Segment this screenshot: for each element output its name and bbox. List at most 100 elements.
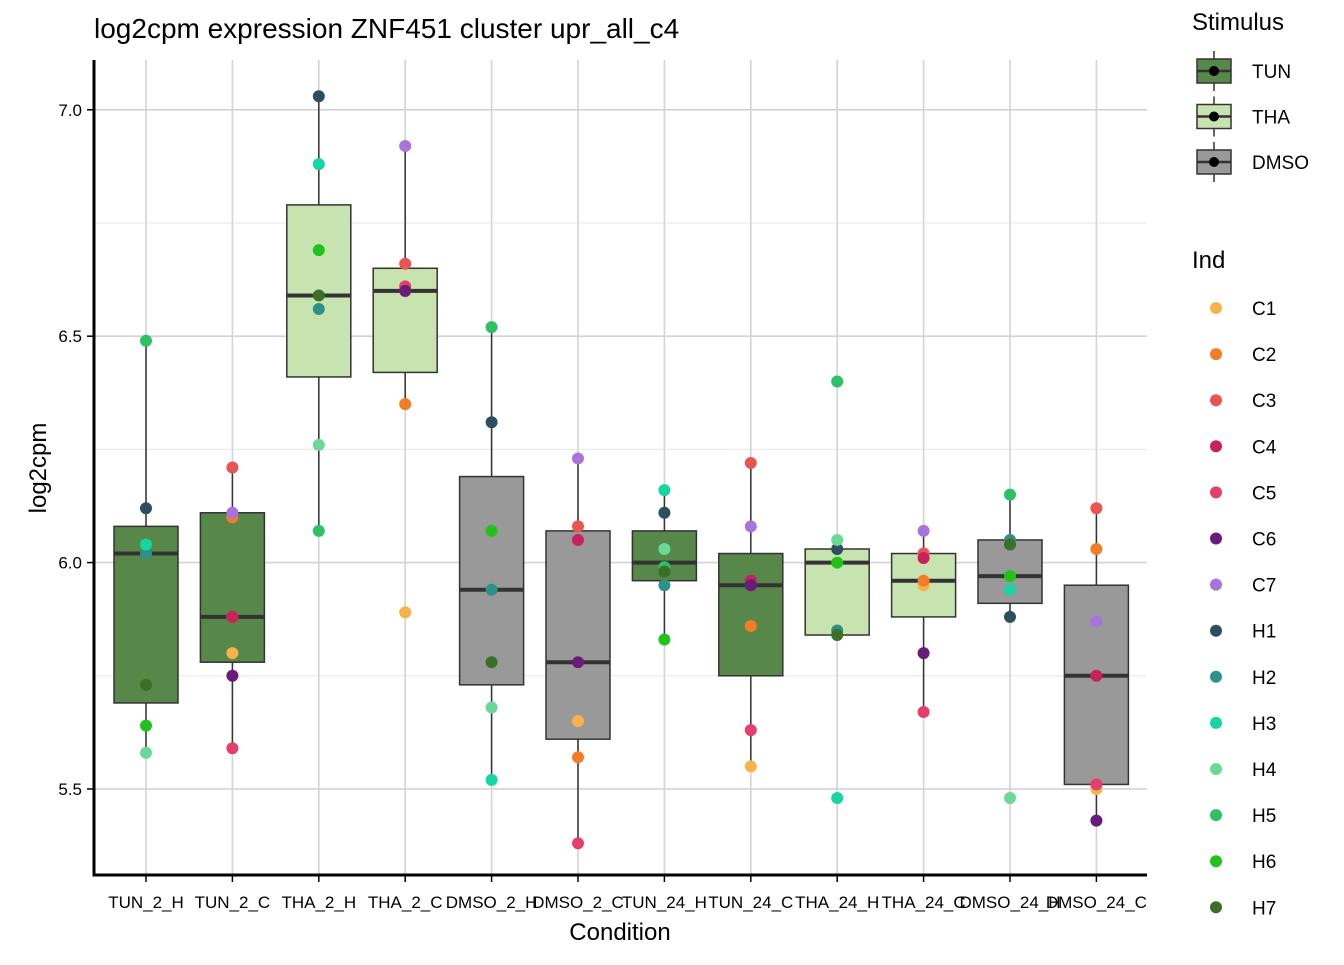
stimulus-legend-item: THA	[1196, 96, 1290, 137]
point-H6	[485, 524, 498, 537]
point-C3	[1090, 502, 1103, 515]
point-C4	[572, 533, 584, 546]
point-C1	[399, 606, 412, 619]
point-H1	[485, 416, 498, 429]
ind-legend-item: C7	[1210, 576, 1276, 597]
point-H1	[312, 90, 325, 103]
stimulus-legend-label: THA	[1252, 108, 1290, 129]
point-H6	[658, 633, 671, 646]
point-H5	[1004, 488, 1016, 501]
chart-title: log2cpm expression ZNF451 cluster upr_al…	[94, 13, 679, 44]
ind-legend-label: C4	[1252, 437, 1277, 458]
box-layer	[113, 96, 1130, 844]
y-tick-label: 7.0	[58, 101, 82, 120]
ind-legend-swatch	[1210, 486, 1222, 499]
point-C5	[917, 706, 930, 718]
ind-legend-item: H2	[1210, 668, 1276, 689]
point-C7	[1090, 615, 1103, 628]
x-tick-label: TUN_24_H	[622, 893, 707, 912]
ind-legend-item: H7	[1210, 898, 1276, 919]
ind-legend-swatch	[1210, 763, 1222, 775]
point-H5	[831, 375, 844, 388]
x-tick-label: THA_24_C	[882, 893, 966, 912]
point-C7	[399, 140, 412, 153]
ind-legend-item: H4	[1210, 760, 1277, 781]
legend-layer: Stimulus TUN THA DMSO Ind C1 C2 C3 C4 C5 C6 C7 H1 H2 H…	[1192, 9, 1309, 919]
ind-legend-title: Ind	[1192, 247, 1225, 274]
point-C4	[917, 552, 930, 565]
x-tick-label: THA_2_H	[281, 893, 356, 912]
point-H1	[658, 506, 671, 519]
point-C6	[226, 669, 239, 682]
ind-legend-swatch	[1210, 901, 1222, 914]
axis-layer: 5.5 6.0 6.5 7.0 TUN_2_H TUN_2_C THA_2_H THA_2_C…	[58, 60, 1147, 912]
point-H3	[831, 792, 844, 805]
point-C6	[572, 656, 584, 669]
point-C7	[226, 506, 239, 519]
point-H4	[485, 701, 498, 714]
point-H5	[140, 334, 152, 347]
point-H3	[312, 158, 325, 171]
point-C3	[399, 257, 412, 270]
x-tick-label: THA_24_H	[795, 893, 879, 912]
x-tick-label: DMSO_2_H	[446, 893, 538, 912]
point-H3	[140, 538, 152, 551]
box-TUN_24_C	[718, 552, 784, 677]
point-H7	[312, 289, 325, 302]
ind-legend-item: C1	[1210, 299, 1276, 320]
point-C2	[917, 574, 930, 587]
point-C4	[1090, 669, 1103, 682]
point-H4	[312, 438, 325, 451]
ind-legend-swatch	[1210, 394, 1222, 407]
point-C5	[1090, 778, 1103, 791]
ind-legend-swatch	[1210, 578, 1222, 591]
point-C6	[399, 284, 412, 297]
ind-legend-swatch	[1210, 716, 1222, 729]
ind-legend-item: H3	[1210, 714, 1276, 735]
ind-legend-swatch	[1210, 670, 1222, 683]
box-TUN_2_C	[199, 512, 266, 663]
point-H6	[1004, 570, 1016, 583]
ind-legend-label: C6	[1252, 530, 1276, 551]
ind-legend-label: C7	[1252, 576, 1276, 597]
x-tick-label: DMSO_2_C	[532, 893, 624, 912]
legend-key-point	[1209, 111, 1219, 122]
ind-legend-item: C2	[1210, 345, 1276, 366]
point-H5	[312, 524, 325, 537]
point-H7	[1004, 538, 1016, 551]
ind-legend-swatch	[1210, 532, 1222, 545]
box-DMSO_2_C	[545, 530, 611, 740]
point-C7	[917, 524, 930, 537]
point-C5	[744, 724, 757, 737]
point-C4	[226, 610, 239, 623]
point-layer	[140, 90, 1103, 850]
point-C1	[572, 715, 584, 728]
ind-legend-item: C5	[1210, 483, 1276, 504]
point-H7	[485, 656, 498, 669]
point-C3	[572, 520, 584, 533]
grid-layer	[94, 60, 1147, 875]
ind-legend-label: C1	[1252, 299, 1276, 320]
point-H7	[140, 678, 152, 691]
point-C6	[744, 579, 757, 592]
legend-key-point	[1209, 157, 1219, 167]
point-C7	[744, 520, 757, 533]
ind-legend-item: C3	[1210, 391, 1276, 412]
point-C2	[1090, 543, 1103, 555]
x-tick-label: TUN_2_C	[195, 893, 271, 912]
point-H5	[485, 321, 498, 334]
x-tick-label: DMSO_24_C	[1046, 893, 1147, 912]
ind-legend-label: C2	[1252, 345, 1276, 366]
point-H1	[831, 543, 844, 555]
ind-legend-item: H1	[1210, 622, 1276, 643]
ind-legend-swatch	[1210, 440, 1222, 453]
ind-legend-label: H5	[1252, 806, 1276, 827]
y-tick-label: 5.5	[58, 780, 82, 799]
x-tick-label: THA_2_C	[368, 893, 443, 912]
box-DMSO_24_C	[1063, 584, 1130, 786]
point-H4	[831, 533, 844, 546]
stimulus-legend-title: Stimulus	[1192, 9, 1284, 36]
ind-legend-label: H3	[1252, 714, 1276, 735]
